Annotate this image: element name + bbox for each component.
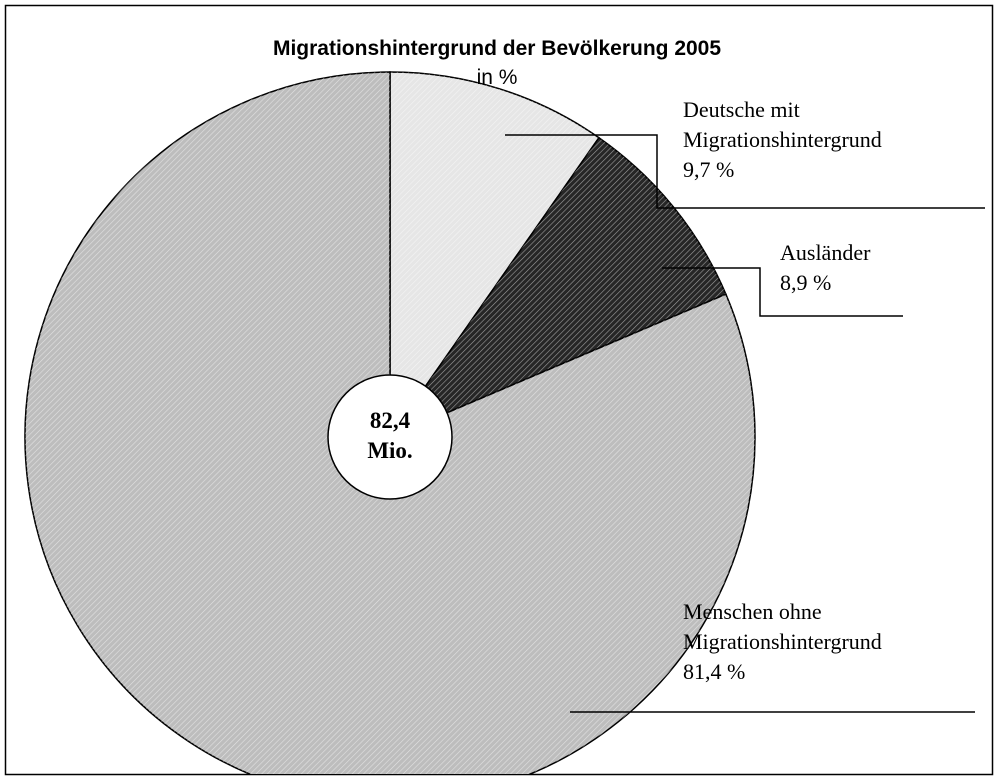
leader-line [505,134,985,209]
center-label: Mio. [367,438,412,463]
value-label: 81,4 % [683,659,746,684]
center-label: 82,4 [370,408,411,433]
chart-subtitle: in % [477,66,518,89]
value-label: 9,7 % [683,157,735,182]
leader-line [662,267,903,317]
value-label: 8,9 % [780,270,832,295]
slice-texture [390,72,599,437]
leader-lines [505,134,985,713]
category-label: Ausländer [780,240,871,265]
category-label: Deutsche mit Migrationshintergrund [683,97,882,152]
slice-texture [390,137,726,438]
pie [24,71,756,774]
center-circle [327,374,453,500]
chart-title: Migrationshintergrund der Bevölkerung 20… [273,37,721,60]
frame [4,4,994,776]
category-label: Menschen ohne Migrationshintergrund [683,599,882,654]
